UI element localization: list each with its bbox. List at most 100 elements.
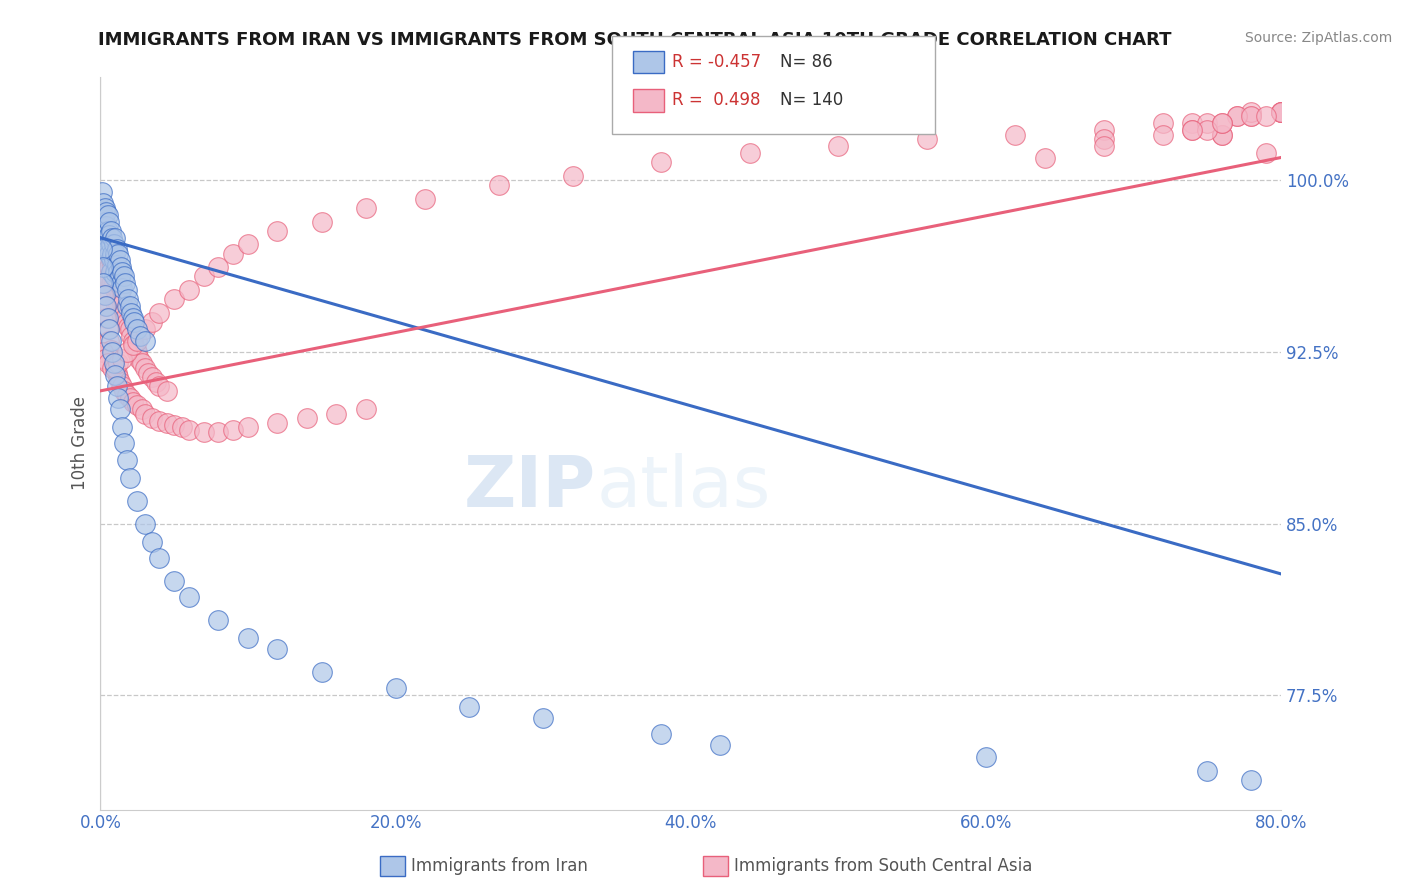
Point	[295, 411, 318, 425]
Point	[103, 237, 125, 252]
Point	[91, 287, 114, 301]
Point	[1152, 128, 1174, 142]
Point	[311, 665, 333, 680]
Point	[103, 253, 125, 268]
Point	[115, 388, 138, 402]
Point	[100, 224, 122, 238]
Point	[193, 269, 215, 284]
Point	[120, 329, 142, 343]
Point	[1270, 104, 1292, 119]
Point	[1240, 109, 1263, 123]
Point	[97, 208, 120, 222]
Point	[1004, 128, 1026, 142]
Point	[115, 283, 138, 297]
Point	[114, 277, 136, 291]
Point	[108, 402, 131, 417]
Point	[110, 260, 132, 275]
Point	[1240, 772, 1263, 787]
Point	[1226, 109, 1249, 123]
Point	[91, 277, 114, 291]
Point	[1033, 151, 1056, 165]
Point	[103, 356, 125, 370]
Point	[148, 414, 170, 428]
Point	[650, 155, 672, 169]
Point	[177, 283, 200, 297]
Point	[94, 237, 117, 252]
Point	[1092, 132, 1115, 146]
Point	[107, 297, 129, 311]
Point	[97, 237, 120, 252]
Point	[103, 265, 125, 279]
Point	[121, 310, 143, 325]
Point	[531, 711, 554, 725]
Point	[97, 224, 120, 238]
Point	[115, 345, 138, 359]
Text: N= 86: N= 86	[780, 53, 832, 70]
Point	[100, 334, 122, 348]
Point	[222, 246, 245, 260]
Point	[112, 436, 135, 450]
Point	[121, 334, 143, 348]
Point	[117, 319, 139, 334]
Text: ZIP: ZIP	[464, 453, 596, 522]
Text: N= 140: N= 140	[780, 91, 844, 109]
Point	[134, 334, 156, 348]
Point	[134, 407, 156, 421]
Point	[94, 224, 117, 238]
Point	[111, 379, 134, 393]
Text: IMMIGRANTS FROM IRAN VS IMMIGRANTS FROM SOUTH CENTRAL ASIA 10TH GRADE CORRELATIO: IMMIGRANTS FROM IRAN VS IMMIGRANTS FROM …	[98, 31, 1173, 49]
Point	[156, 416, 179, 430]
Point	[105, 287, 128, 301]
Point	[105, 242, 128, 256]
Point	[1152, 116, 1174, 130]
Point	[266, 416, 288, 430]
Point	[1181, 123, 1204, 137]
Point	[98, 246, 121, 260]
Point	[108, 287, 131, 301]
Point	[97, 356, 120, 370]
Point	[177, 423, 200, 437]
Point	[96, 230, 118, 244]
Point	[141, 411, 163, 425]
Point	[127, 322, 149, 336]
Point	[413, 192, 436, 206]
Point	[90, 208, 112, 222]
Point	[915, 132, 938, 146]
Point	[97, 242, 120, 256]
Point	[101, 361, 124, 376]
Point	[101, 260, 124, 275]
Point	[104, 265, 127, 279]
Y-axis label: 10th Grade: 10th Grade	[72, 396, 89, 491]
Point	[107, 265, 129, 279]
Point	[1211, 116, 1233, 130]
Point	[561, 169, 583, 183]
Point	[100, 265, 122, 279]
Point	[458, 699, 481, 714]
Text: Source: ZipAtlas.com: Source: ZipAtlas.com	[1244, 31, 1392, 45]
Point	[1270, 104, 1292, 119]
Point	[1181, 123, 1204, 137]
Point	[111, 420, 134, 434]
Point	[127, 334, 149, 348]
Point	[974, 750, 997, 764]
Point	[105, 366, 128, 380]
Point	[110, 306, 132, 320]
Point	[266, 224, 288, 238]
Text: atlas: atlas	[596, 453, 770, 522]
Point	[98, 214, 121, 228]
Point	[108, 269, 131, 284]
Point	[104, 361, 127, 376]
Point	[115, 299, 138, 313]
Point	[170, 420, 193, 434]
Point	[111, 297, 134, 311]
Point	[1197, 764, 1219, 778]
Point	[207, 260, 229, 275]
Point	[1211, 128, 1233, 142]
Text: R = -0.457: R = -0.457	[672, 53, 761, 70]
Point	[91, 345, 114, 359]
Point	[104, 368, 127, 382]
Point	[134, 322, 156, 336]
Point	[111, 265, 134, 279]
Point	[1197, 116, 1219, 130]
Point	[115, 452, 138, 467]
